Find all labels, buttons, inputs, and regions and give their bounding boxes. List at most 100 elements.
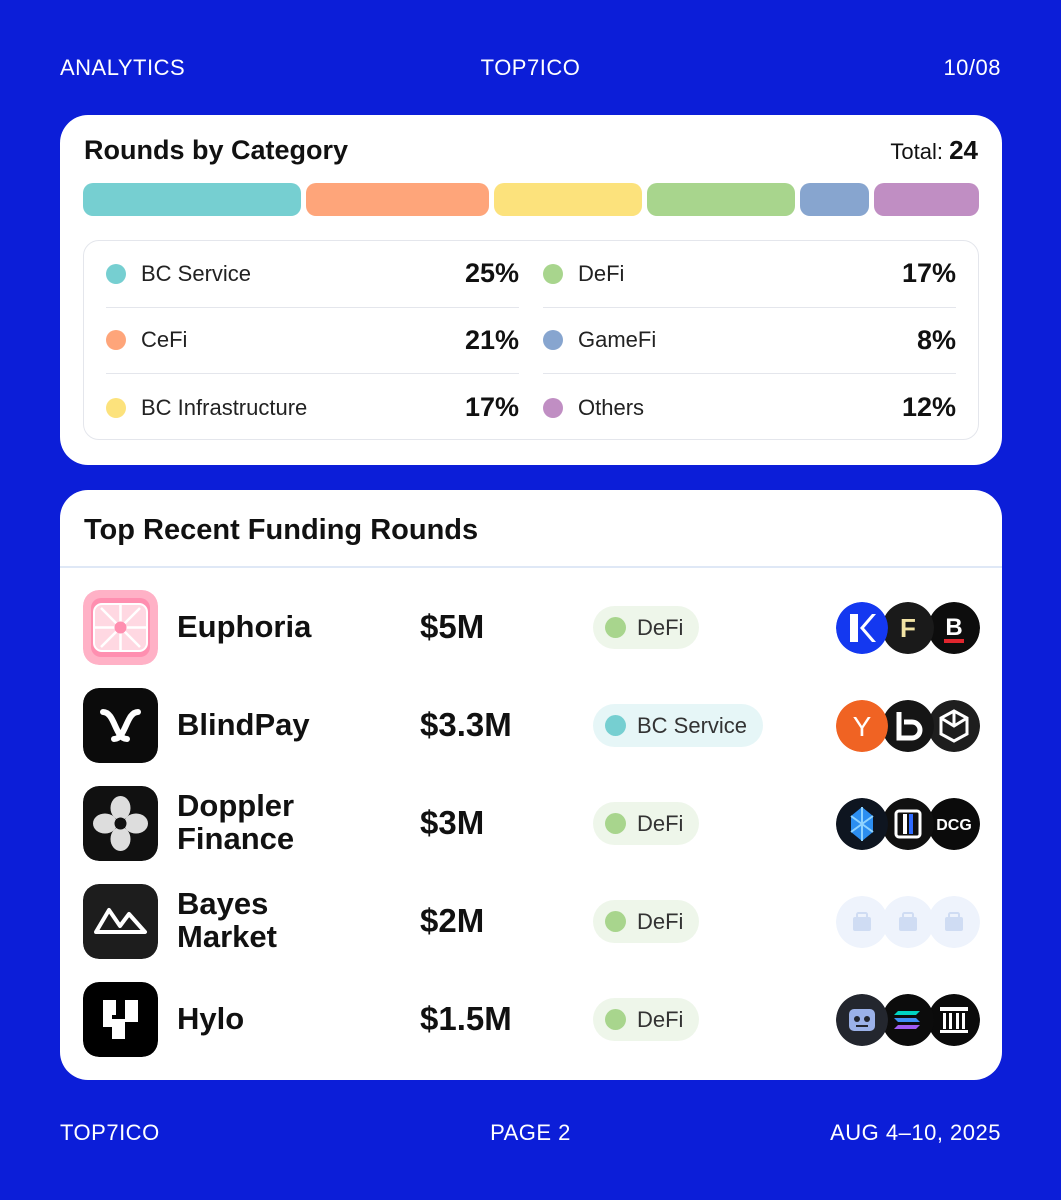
rounds-by-category-card: Rounds by Category Total: 24 BC Service 2… bbox=[60, 115, 1002, 465]
total-count: Total: 24 bbox=[890, 135, 978, 166]
pillar-investor-icon[interactable] bbox=[928, 994, 980, 1046]
solana-investor-icon[interactable] bbox=[882, 994, 934, 1046]
legend-label-group: BC Infrastructure bbox=[106, 395, 307, 421]
page-number: PAGE 2 bbox=[490, 1120, 571, 1145]
h-investor-icon[interactable] bbox=[882, 798, 934, 850]
investor-group bbox=[836, 896, 982, 948]
category-legend: BC Service 25% CeFi 21% BC Infrastructure 17%… bbox=[83, 240, 979, 440]
category-label: BC Service bbox=[637, 712, 748, 738]
legend-percentage: 8% bbox=[916, 324, 956, 355]
legend-dot bbox=[543, 397, 563, 418]
funding-amount: $5M bbox=[420, 608, 485, 645]
legend-percentage: 12% bbox=[901, 392, 956, 423]
funding-amount: $2M bbox=[420, 902, 485, 939]
funding-rounds-card: Top Recent Funding Rounds Euphoria $5M DeF… bbox=[60, 490, 1002, 1080]
category-tag: DeFi bbox=[593, 606, 700, 649]
section-label: ANALYTICS bbox=[60, 55, 186, 80]
category-tag: DeFi bbox=[593, 802, 700, 845]
y-investor-icon[interactable]: Y bbox=[836, 700, 888, 752]
legend-item: CeFi 21% bbox=[106, 308, 519, 375]
placeholder-investor-icon[interactable] bbox=[928, 896, 980, 948]
category-dot bbox=[605, 813, 626, 834]
category-tag: BC Service bbox=[593, 704, 764, 747]
f-investor-icon[interactable]: F bbox=[882, 602, 934, 654]
legend-label-group: BC Service bbox=[106, 261, 251, 287]
crystal-investor-icon[interactable] bbox=[836, 798, 888, 850]
bar-segment-cefi bbox=[305, 183, 489, 216]
category-label: DeFi bbox=[637, 908, 684, 934]
category-distribution-bar bbox=[83, 183, 979, 216]
category-dot bbox=[605, 715, 626, 736]
funding-title: Top Recent Funding Rounds bbox=[84, 514, 479, 546]
bar-segment-others bbox=[874, 183, 979, 216]
bar-segment-defi bbox=[646, 183, 795, 216]
dcg-investor-icon[interactable]: DCG bbox=[928, 798, 980, 850]
hylo-logo bbox=[83, 982, 158, 1057]
robot-investor-icon[interactable] bbox=[836, 994, 888, 1046]
legend-name: DeFi bbox=[578, 260, 625, 286]
legend-column-right: DeFi 17% GameFi 8% Others 12% bbox=[543, 241, 956, 441]
legend-name: Others bbox=[578, 394, 645, 420]
funding-row[interactable]: Bayes Market $2M DeFi bbox=[60, 872, 1002, 970]
investor-group: Y bbox=[836, 700, 982, 752]
legend-label-group: DeFi bbox=[543, 261, 624, 287]
legend-percentage: 21% bbox=[464, 324, 519, 355]
placeholder-investor-icon[interactable] bbox=[836, 896, 888, 948]
svg-text:Y: Y bbox=[853, 711, 872, 742]
category-tag: DeFi bbox=[593, 900, 700, 943]
project-name: BlindPay bbox=[177, 706, 310, 742]
footer-brand: TOP7ICO bbox=[60, 1120, 160, 1145]
b-investor-icon[interactable]: B bbox=[928, 602, 980, 654]
legend-dot bbox=[543, 263, 563, 284]
legend-item: BC Infrastructure 17% bbox=[106, 374, 519, 441]
category-dot bbox=[605, 617, 626, 638]
euphoria-logo bbox=[83, 590, 158, 665]
funding-row[interactable]: Hylo $1.5M DeFi bbox=[60, 970, 1002, 1068]
top-bar: ANALYTICS TOP7ICO 10/08 bbox=[60, 55, 1001, 81]
category-label: DeFi bbox=[637, 810, 684, 836]
legend-percentage: 17% bbox=[901, 258, 956, 289]
bar-segment-bc-service bbox=[83, 183, 301, 216]
category-label: DeFi bbox=[637, 1006, 684, 1032]
funding-amount: $1.5M bbox=[420, 1000, 512, 1037]
funding-amount: $3M bbox=[420, 804, 485, 841]
category-dot bbox=[605, 1009, 626, 1030]
category-title: Rounds by Category bbox=[84, 135, 349, 165]
funding-row[interactable]: Euphoria $5M DeFi F B bbox=[60, 578, 1002, 676]
investor-group: DCG bbox=[836, 798, 982, 850]
funding-row[interactable]: Doppler Finance $3M DeFi DCG bbox=[60, 774, 1002, 872]
legend-dot bbox=[106, 397, 126, 418]
cube-investor-icon[interactable] bbox=[928, 700, 980, 752]
legend-label-group: GameFi bbox=[543, 327, 656, 353]
total-value: 24 bbox=[949, 135, 978, 165]
svg-text:B: B bbox=[945, 614, 962, 641]
legend-item: DeFi 17% bbox=[543, 241, 956, 308]
date-label: 10/08 bbox=[943, 55, 1001, 80]
bar-segment-gamefi bbox=[799, 183, 870, 216]
legend-label-group: CeFi bbox=[106, 327, 187, 353]
legend-dot bbox=[106, 330, 126, 351]
legend-percentage: 25% bbox=[464, 258, 519, 289]
project-name: Hylo bbox=[177, 1000, 245, 1036]
project-name: Bayes Market bbox=[177, 886, 277, 954]
project-name: Euphoria bbox=[177, 608, 312, 644]
date-range: AUG 4–10, 2025 bbox=[830, 1120, 1001, 1145]
total-label: Total: bbox=[890, 139, 943, 164]
legend-column-left: BC Service 25% CeFi 21% BC Infrastructure 17% bbox=[106, 241, 519, 441]
legend-item: GameFi 8% bbox=[543, 308, 956, 375]
svg-text:F: F bbox=[900, 613, 916, 643]
bayes-logo bbox=[83, 884, 158, 959]
category-tag: DeFi bbox=[593, 998, 700, 1041]
legend-name: BC Service bbox=[141, 260, 252, 286]
funding-row[interactable]: BlindPay $3.3M BC Service Y bbox=[60, 676, 1002, 774]
legend-item: Others 12% bbox=[543, 374, 956, 441]
divider bbox=[60, 566, 1002, 568]
legend-item: BC Service 25% bbox=[106, 241, 519, 308]
placeholder-investor-icon[interactable] bbox=[882, 896, 934, 948]
k-investor-icon[interactable] bbox=[836, 602, 888, 654]
legend-percentage: 17% bbox=[464, 392, 519, 423]
doppler-logo bbox=[83, 786, 158, 861]
legend-dot bbox=[106, 263, 126, 284]
b-mark-investor-icon[interactable] bbox=[882, 700, 934, 752]
